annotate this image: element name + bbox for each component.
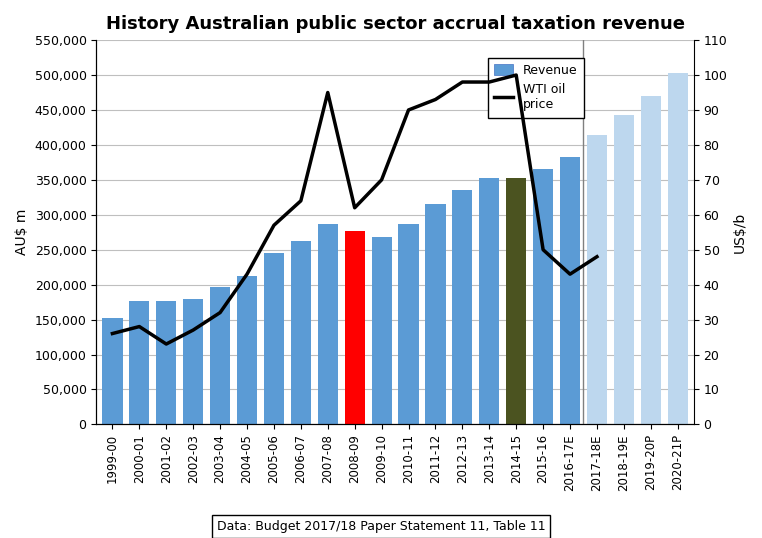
Bar — [210, 287, 230, 424]
Bar — [344, 231, 365, 424]
Bar — [318, 224, 338, 424]
Bar — [102, 318, 123, 424]
Bar — [668, 73, 688, 424]
Bar — [156, 301, 176, 424]
Bar — [183, 299, 203, 424]
Bar — [613, 115, 634, 424]
Bar — [587, 135, 607, 424]
Legend: Revenue, WTI oil
price: Revenue, WTI oil price — [488, 58, 584, 118]
Bar — [425, 204, 446, 424]
Bar — [533, 169, 553, 424]
Bar — [453, 189, 472, 424]
Title: History Australian public sector accrual taxation revenue: History Australian public sector accrual… — [106, 15, 684, 33]
Bar — [399, 224, 418, 424]
Bar — [130, 301, 149, 424]
Bar — [479, 179, 499, 424]
Y-axis label: AU$ m: AU$ m — [15, 209, 29, 256]
Bar — [237, 276, 257, 424]
Bar — [560, 157, 580, 424]
Bar — [264, 253, 284, 424]
Bar — [641, 96, 661, 424]
Y-axis label: US$/b: US$/b — [733, 211, 747, 253]
Bar — [372, 237, 392, 424]
Bar — [291, 242, 311, 424]
Text: Data: Budget 2017/18 Paper Statement 11, Table 11: Data: Budget 2017/18 Paper Statement 11,… — [216, 520, 546, 533]
Bar — [506, 179, 527, 424]
